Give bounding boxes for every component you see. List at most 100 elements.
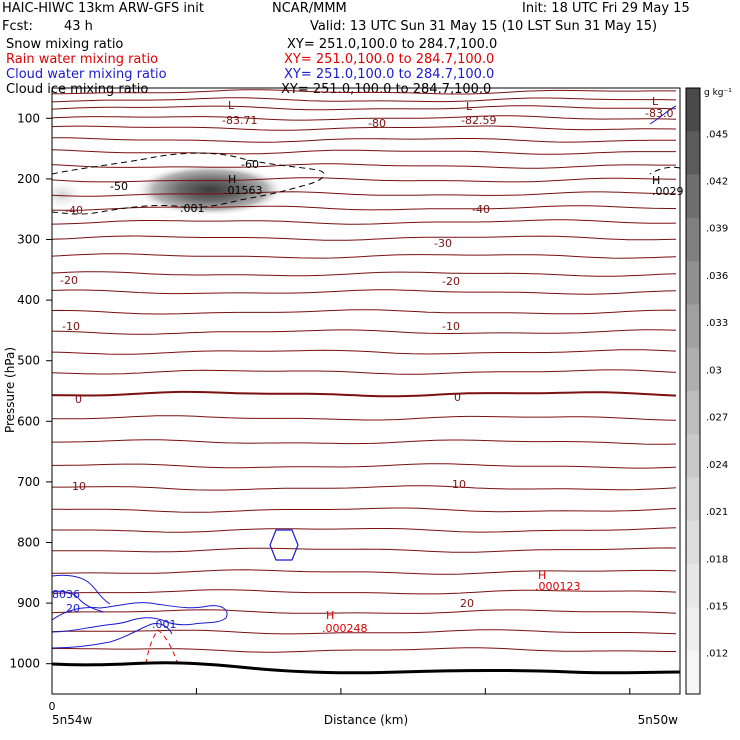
org-label: NCAR/MMM <box>272 1 347 16</box>
isotherm-label: 20 <box>66 602 80 615</box>
isotherm <box>52 463 677 469</box>
extremum-value: .01563 <box>224 184 263 197</box>
field-snow-xy: XY= 251.0,100.0 to 284.7,100.0 <box>287 37 498 52</box>
low-marker: L <box>652 95 659 108</box>
isotherm <box>52 205 676 211</box>
plot-frame <box>51 87 681 695</box>
isotherm-label: -20 <box>442 275 460 288</box>
high-marker: H <box>538 569 546 582</box>
isotherm <box>52 97 677 103</box>
forecast-hours: 43 h <box>64 19 93 34</box>
isotherm-label: 10 <box>72 480 86 493</box>
colorbar-segment <box>686 88 700 132</box>
colorbar-segment <box>686 304 700 349</box>
x-tick-zero: 0 <box>49 700 56 713</box>
isotherm <box>52 115 677 121</box>
isotherm-label: -80 <box>368 117 386 130</box>
colorbar-label: .033 <box>706 318 728 329</box>
colorbar-segment <box>686 261 700 305</box>
terrain-surface <box>52 661 680 675</box>
y-tick-label: 500 <box>17 354 40 368</box>
y-axis-label: Pressure (hPa) <box>3 347 17 433</box>
isotherm <box>52 527 677 533</box>
isotherm-labels: -83.71 -82.59 -83.0 -80 -60 -50 -40 -40 … <box>60 107 673 615</box>
isotherm <box>52 569 677 575</box>
high-marker: H <box>326 609 334 622</box>
colorbar-segment <box>686 131 700 176</box>
isotherm-label: -83.71 <box>222 114 257 127</box>
isotherm-label: -10 <box>62 320 80 333</box>
isotherm-label: 20 <box>460 597 474 610</box>
isotherm-label: -60 <box>241 158 259 171</box>
field-cloudwater-name: Cloud water mixing ratio <box>6 67 167 82</box>
colorbar-segment <box>686 564 700 608</box>
rain-water-contour <box>145 629 179 665</box>
field-cloudwater-xy: XY= 251.0,100.0 to 284.7,100.0 <box>284 67 495 82</box>
cloud-ice-contour <box>52 152 325 215</box>
colorbar-segment <box>686 347 700 392</box>
isotherm <box>52 89 676 95</box>
isotherm <box>52 329 677 335</box>
isotherm <box>52 137 676 143</box>
extremum-value: .0029 <box>652 185 684 198</box>
isotherm <box>52 415 677 421</box>
isotherm <box>52 271 677 277</box>
colorbar-label: .015 <box>706 601 728 612</box>
cloud-water-contour-base <box>52 623 173 649</box>
colorbar-segment <box>686 217 700 262</box>
colorbar-segment <box>686 607 700 652</box>
y-tick-label: 100 <box>17 111 40 125</box>
isotherm <box>52 589 677 595</box>
isotherm <box>52 485 677 491</box>
y-tick-label: 300 <box>17 233 40 247</box>
y-tick-label: 400 <box>17 293 40 307</box>
colorbar-label: .039 <box>706 224 728 235</box>
contour-value-label: .001 <box>152 618 177 631</box>
field-snow-name: Snow mixing ratio <box>6 37 124 52</box>
cloud-ice-contour-right <box>649 166 680 175</box>
isotherm <box>52 349 677 355</box>
contour-value-label: 8036 <box>52 588 80 601</box>
cloud-water-contour-top <box>649 105 677 125</box>
isotherm <box>52 177 677 183</box>
colorbar: .045 .042 .039 .036 .033 .03 .027 .024 .021 .018.… <box>685 87 728 695</box>
cloud-water-contour-low <box>52 602 228 633</box>
pressure-axis: 100 200 300 400 500 600 700 800 900 1000 <box>9 111 52 671</box>
isotherm <box>52 149 676 155</box>
colorbar-label: .012 <box>706 649 728 660</box>
isotherm <box>52 647 676 653</box>
colorbar-segment <box>686 391 700 435</box>
isotherm-label: -50 <box>110 180 128 193</box>
distance-axis <box>51 688 631 694</box>
field-rain-name: Rain water mixing ratio <box>6 52 159 67</box>
colorbar-segment <box>686 650 700 695</box>
isotherm <box>52 125 677 131</box>
y-tick-label: 600 <box>17 414 40 428</box>
y-tick-label: 800 <box>17 536 40 550</box>
isotherm <box>52 163 676 169</box>
isotherm <box>52 191 677 197</box>
y-tick-label: 700 <box>17 475 40 489</box>
colorbar-segment <box>686 434 700 479</box>
isotherm-label: 10 <box>452 478 466 491</box>
y-tick-label: 900 <box>17 596 40 610</box>
isotherm-lines <box>52 89 677 653</box>
colorbar-label: .024 <box>706 460 728 471</box>
colorbar-label: .042 <box>706 177 728 188</box>
isotherm-label: -40 <box>472 203 490 216</box>
y-tick-label: 1000 <box>9 657 40 671</box>
isotherm-label: -30 <box>434 237 452 250</box>
isotherm-label: -82.59 <box>461 114 496 127</box>
isotherm-label: -83.0 <box>645 107 673 120</box>
field-rain-xy: XY= 251.0,100.0 to 284.7,100.0 <box>284 52 495 67</box>
cloud-water-contour-left <box>52 574 111 613</box>
colorbar-label: .027 <box>706 413 728 424</box>
cloud-water-cell <box>269 529 299 561</box>
isotherm <box>52 253 677 259</box>
extremum-value: .000123 <box>535 580 581 593</box>
low-marker: L <box>466 100 473 113</box>
isotherm-label: -20 <box>60 274 78 287</box>
colorbar-label: .036 <box>706 271 728 282</box>
isotherm <box>52 547 677 553</box>
